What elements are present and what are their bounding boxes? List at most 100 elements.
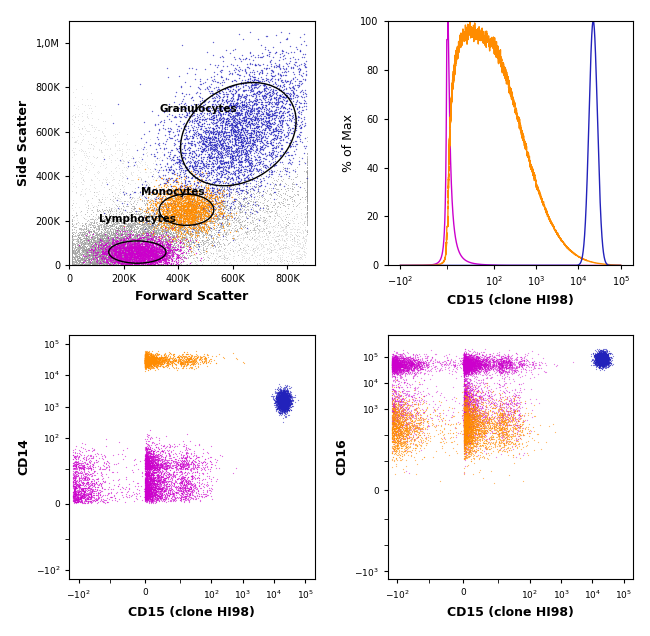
Point xyxy=(396,361,406,371)
Point xyxy=(108,196,118,206)
Point xyxy=(465,410,476,420)
Point xyxy=(465,361,476,371)
Point xyxy=(462,433,473,443)
Point xyxy=(399,450,410,460)
Point xyxy=(594,356,604,366)
Point xyxy=(67,260,77,270)
Point xyxy=(463,417,473,427)
Point xyxy=(168,216,179,226)
Point xyxy=(75,493,86,503)
Point xyxy=(149,464,159,474)
Point xyxy=(292,232,302,242)
Point xyxy=(103,254,113,265)
Point xyxy=(396,357,406,367)
Point xyxy=(191,225,202,235)
Point xyxy=(393,366,404,376)
Point xyxy=(601,356,611,366)
Point xyxy=(468,402,478,412)
Point xyxy=(296,207,306,218)
Point xyxy=(174,212,184,222)
Point xyxy=(302,197,312,207)
Point xyxy=(116,225,127,235)
Point xyxy=(459,410,469,420)
Point xyxy=(152,487,162,497)
Point xyxy=(487,438,497,448)
Point xyxy=(502,407,513,417)
Point xyxy=(276,391,286,401)
Point xyxy=(167,207,177,217)
Point xyxy=(460,363,471,373)
Point xyxy=(213,109,224,120)
Point xyxy=(493,362,504,372)
Point xyxy=(103,258,113,268)
Point xyxy=(114,241,125,251)
Point xyxy=(161,224,172,234)
Point xyxy=(278,401,289,411)
Point xyxy=(223,109,233,119)
Point xyxy=(482,414,493,424)
Point xyxy=(98,230,109,240)
Point xyxy=(76,488,86,499)
Point xyxy=(390,427,400,437)
Point xyxy=(604,361,615,371)
Point xyxy=(257,99,267,109)
Point xyxy=(90,250,100,260)
Point xyxy=(461,362,471,372)
Point xyxy=(88,228,98,238)
Point xyxy=(143,448,153,458)
Point xyxy=(593,352,604,362)
Point xyxy=(79,257,89,267)
Point xyxy=(122,260,132,270)
Point xyxy=(460,355,470,365)
Point xyxy=(474,364,484,374)
Point xyxy=(143,234,153,244)
Point xyxy=(459,398,469,408)
Point xyxy=(465,428,476,438)
Point xyxy=(132,238,142,249)
Point xyxy=(131,252,142,263)
Point xyxy=(499,357,510,367)
Point xyxy=(462,356,473,366)
Point xyxy=(172,206,183,216)
Point xyxy=(183,190,194,200)
Point xyxy=(458,405,469,415)
Point xyxy=(409,361,419,371)
Point xyxy=(418,417,428,427)
Point xyxy=(96,240,107,251)
Point xyxy=(150,198,161,209)
Point xyxy=(150,235,161,245)
Point xyxy=(179,188,190,198)
Point xyxy=(475,406,486,417)
Point xyxy=(75,240,85,251)
Point xyxy=(403,354,413,364)
Point xyxy=(153,246,164,256)
Point xyxy=(481,418,491,428)
Point xyxy=(140,356,151,366)
Point xyxy=(465,369,475,379)
Point xyxy=(275,394,285,404)
Point xyxy=(150,354,161,364)
Point xyxy=(475,364,486,374)
Point xyxy=(491,383,501,393)
Point xyxy=(151,481,161,492)
Point xyxy=(118,184,129,195)
Point xyxy=(175,470,185,480)
Point xyxy=(469,415,480,425)
Point xyxy=(172,225,183,235)
Point xyxy=(95,237,105,247)
Point xyxy=(218,260,228,270)
Point xyxy=(148,497,159,507)
Point xyxy=(148,226,158,236)
Point xyxy=(601,354,611,364)
Point xyxy=(276,402,287,412)
Point xyxy=(280,403,290,413)
Point xyxy=(599,354,609,364)
Point xyxy=(142,150,152,160)
Point xyxy=(161,465,171,475)
Point xyxy=(76,232,86,242)
Point xyxy=(154,482,164,492)
Point xyxy=(214,136,225,146)
Point xyxy=(488,357,498,368)
Point xyxy=(148,483,158,494)
Point xyxy=(474,410,484,420)
